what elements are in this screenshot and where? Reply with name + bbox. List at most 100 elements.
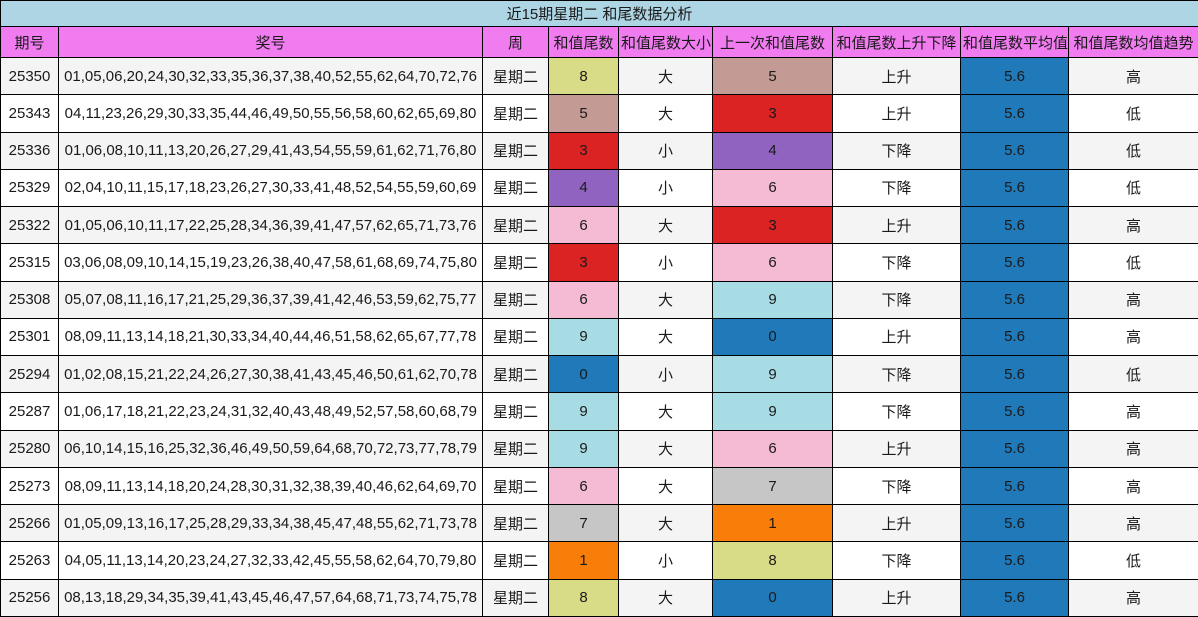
cell-week[interactable]: 星期二	[482, 578, 549, 617]
cell-tail-size[interactable]: 大	[618, 56, 713, 96]
cell-numbers[interactable]: 03,06,08,09,10,14,15,19,23,26,38,40,47,5…	[58, 243, 483, 282]
cell-average[interactable]: 5.6	[960, 541, 1069, 580]
cell-numbers[interactable]: 06,10,14,15,16,25,32,36,46,49,50,59,64,6…	[58, 429, 483, 468]
cell-average-trend[interactable]: 高	[1067, 280, 1198, 319]
table-row[interactable]: 25350 01,05,06,20,24,30,32,33,35,36,37,38…	[0, 56, 1198, 96]
table-row[interactable]: 25315 03,06,08,09,10,14,15,19,23,26,38,40…	[0, 243, 1198, 282]
col-header-average[interactable]: 和值尾数平均值	[960, 26, 1069, 58]
cell-prev-tail[interactable]: 4	[712, 131, 833, 170]
cell-numbers[interactable]: 05,07,08,11,16,17,21,25,29,36,37,39,41,4…	[58, 280, 483, 319]
cell-direction[interactable]: 下降	[832, 243, 961, 282]
cell-tail[interactable]: 7	[548, 504, 619, 543]
cell-issue[interactable]: 25329	[0, 168, 59, 208]
col-header-tail[interactable]: 和值尾数	[548, 26, 619, 58]
cell-issue[interactable]: 25336	[0, 131, 59, 170]
cell-average[interactable]: 5.6	[960, 131, 1069, 170]
cell-prev-tail[interactable]: 6	[712, 243, 833, 282]
cell-numbers[interactable]: 04,05,11,13,14,20,23,24,27,32,33,42,45,5…	[58, 541, 483, 580]
cell-direction[interactable]: 上升	[832, 206, 961, 245]
cell-week[interactable]: 星期二	[482, 280, 549, 319]
cell-average-trend[interactable]: 高	[1067, 392, 1198, 431]
cell-tail[interactable]: 5	[548, 94, 619, 133]
table-row[interactable]: 25266 01,05,09,13,16,17,25,28,29,33,34,38…	[0, 504, 1198, 543]
table-row[interactable]: 25256 08,13,18,29,34,35,39,41,43,45,46,47…	[0, 578, 1198, 617]
cell-tail-size[interactable]: 小	[618, 541, 713, 580]
cell-average[interactable]: 5.6	[960, 429, 1069, 468]
cell-issue[interactable]: 25308	[0, 280, 59, 319]
cell-tail-size[interactable]: 小	[618, 131, 713, 170]
cell-tail[interactable]: 0	[548, 355, 619, 394]
cell-direction[interactable]: 下降	[832, 131, 961, 170]
table-row[interactable]: 25273 08,09,11,13,14,18,20,24,28,30,31,32…	[0, 466, 1198, 506]
cell-numbers[interactable]: 01,06,17,18,21,22,23,24,31,32,40,43,48,4…	[58, 392, 483, 431]
cell-tail[interactable]: 8	[548, 578, 619, 617]
table-row[interactable]: 25308 05,07,08,11,16,17,21,25,29,36,37,39…	[0, 280, 1198, 319]
cell-week[interactable]: 星期二	[482, 206, 549, 245]
cell-tail-size[interactable]: 大	[618, 429, 713, 468]
cell-prev-tail[interactable]: 3	[712, 206, 833, 245]
cell-average-trend[interactable]: 低	[1067, 94, 1198, 133]
cell-issue[interactable]: 25301	[0, 317, 59, 357]
cell-tail[interactable]: 8	[548, 56, 619, 96]
cell-average-trend[interactable]: 高	[1067, 56, 1198, 96]
cell-average-trend[interactable]: 低	[1067, 541, 1198, 580]
cell-average[interactable]: 5.6	[960, 168, 1069, 208]
cell-numbers[interactable]: 02,04,10,11,15,17,18,23,26,27,30,33,41,4…	[58, 168, 483, 208]
cell-issue[interactable]: 25256	[0, 578, 59, 617]
cell-average-trend[interactable]: 低	[1067, 355, 1198, 394]
cell-average-trend[interactable]: 高	[1067, 466, 1198, 506]
cell-average[interactable]: 5.6	[960, 206, 1069, 245]
table-row[interactable]: 25343 04,11,23,26,29,30,33,35,44,46,49,50…	[0, 94, 1198, 133]
cell-tail[interactable]: 3	[548, 131, 619, 170]
cell-week[interactable]: 星期二	[482, 541, 549, 580]
cell-direction[interactable]: 下降	[832, 466, 961, 506]
cell-average[interactable]: 5.6	[960, 578, 1069, 617]
cell-tail-size[interactable]: 大	[618, 392, 713, 431]
cell-issue[interactable]: 25350	[0, 56, 59, 96]
table-row[interactable]: 25280 06,10,14,15,16,25,32,36,46,49,50,59…	[0, 429, 1198, 468]
table-row[interactable]: 25287 01,06,17,18,21,22,23,24,31,32,40,43…	[0, 392, 1198, 431]
cell-tail[interactable]: 4	[548, 168, 619, 208]
cell-tail-size[interactable]: 大	[618, 504, 713, 543]
cell-issue[interactable]: 25280	[0, 429, 59, 468]
cell-tail-size[interactable]: 大	[618, 317, 713, 357]
cell-tail[interactable]: 6	[548, 206, 619, 245]
cell-average[interactable]: 5.6	[960, 243, 1069, 282]
cell-tail-size[interactable]: 小	[618, 243, 713, 282]
cell-average-trend[interactable]: 高	[1067, 429, 1198, 468]
cell-direction[interactable]: 下降	[832, 355, 961, 394]
cell-issue[interactable]: 25263	[0, 541, 59, 580]
cell-week[interactable]: 星期二	[482, 168, 549, 208]
cell-direction[interactable]: 上升	[832, 56, 961, 96]
cell-prev-tail[interactable]: 6	[712, 429, 833, 468]
cell-average-trend[interactable]: 高	[1067, 317, 1198, 357]
cell-issue[interactable]: 25315	[0, 243, 59, 282]
cell-tail-size[interactable]: 大	[618, 206, 713, 245]
cell-average-trend[interactable]: 低	[1067, 168, 1198, 208]
cell-week[interactable]: 星期二	[482, 131, 549, 170]
cell-prev-tail[interactable]: 3	[712, 94, 833, 133]
cell-tail-size[interactable]: 大	[618, 466, 713, 506]
cell-issue[interactable]: 25294	[0, 355, 59, 394]
cell-direction[interactable]: 上升	[832, 429, 961, 468]
cell-average-trend[interactable]: 低	[1067, 131, 1198, 170]
col-header-week[interactable]: 周	[482, 26, 549, 58]
cell-average[interactable]: 5.6	[960, 280, 1069, 319]
cell-prev-tail[interactable]: 9	[712, 355, 833, 394]
cell-average[interactable]: 5.6	[960, 466, 1069, 506]
cell-direction[interactable]: 上升	[832, 504, 961, 543]
cell-week[interactable]: 星期二	[482, 56, 549, 96]
cell-average[interactable]: 5.6	[960, 56, 1069, 96]
cell-prev-tail[interactable]: 9	[712, 280, 833, 319]
cell-average[interactable]: 5.6	[960, 355, 1069, 394]
cell-week[interactable]: 星期二	[482, 94, 549, 133]
cell-tail[interactable]: 6	[548, 466, 619, 506]
cell-issue[interactable]: 25273	[0, 466, 59, 506]
cell-prev-tail[interactable]: 5	[712, 56, 833, 96]
cell-numbers[interactable]: 01,05,09,13,16,17,25,28,29,33,34,38,45,4…	[58, 504, 483, 543]
cell-average[interactable]: 5.6	[960, 504, 1069, 543]
cell-direction[interactable]: 上升	[832, 94, 961, 133]
cell-direction[interactable]: 上升	[832, 317, 961, 357]
cell-prev-tail[interactable]: 9	[712, 392, 833, 431]
col-header-prev-tail[interactable]: 上一次和值尾数	[712, 26, 833, 58]
